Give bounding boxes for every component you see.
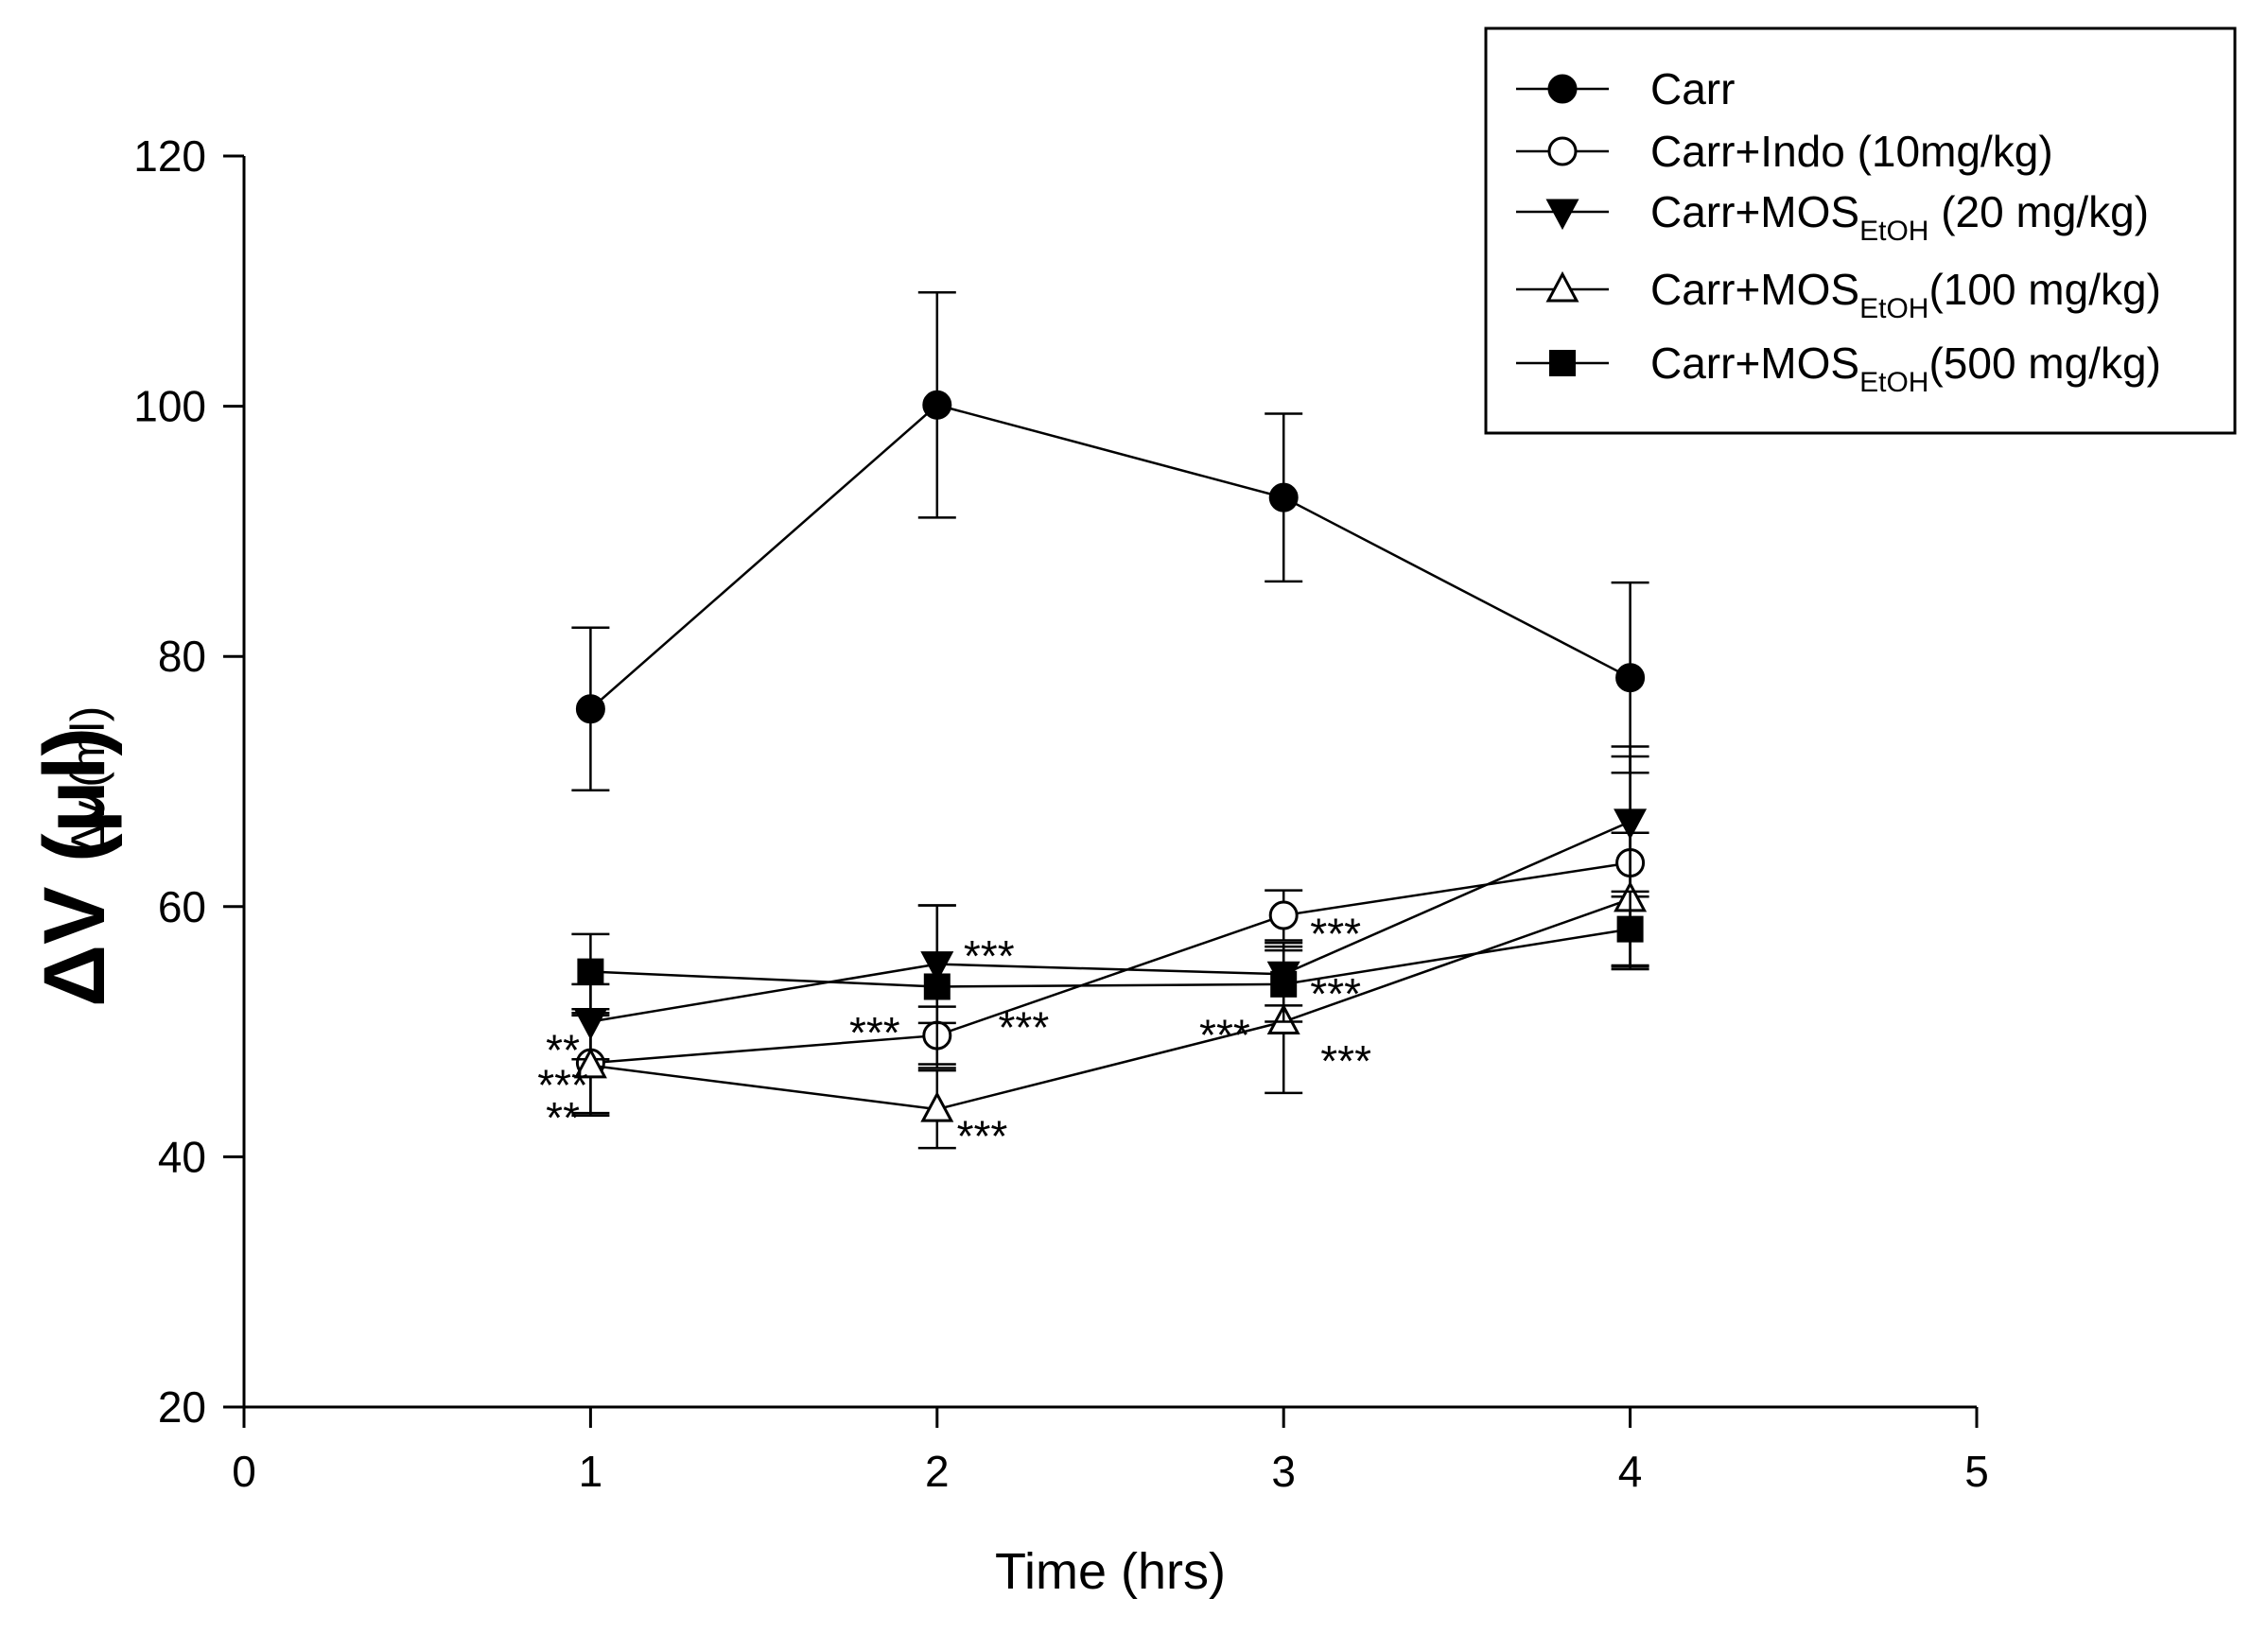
significance-label: *** [964, 931, 1015, 981]
legend-marker [1545, 270, 1579, 303]
series-line [590, 897, 1631, 1111]
legend-label: Carr+MOSEtOH(500 mg/kg) [1650, 339, 2161, 398]
data-point [1270, 970, 1298, 998]
legend-text: Carr+MOS [1650, 265, 1859, 314]
y-axis-label-secondary: Δv (ml) [61, 706, 114, 856]
significance-label: *** [957, 1112, 1008, 1161]
x-tick-label: 1 [579, 1447, 603, 1496]
legend-label: Carr+MOSEtOH(100 mg/kg) [1650, 265, 2161, 324]
legend-subscript: EtOH [1859, 367, 1928, 398]
series-1 [571, 755, 1649, 1115]
legend-marker [1547, 136, 1578, 166]
legend-subscript: EtOH [1859, 216, 1928, 247]
data-point [1616, 915, 1644, 943]
y-tick-label: 60 [158, 882, 206, 931]
significance-label: *** [1199, 1010, 1250, 1059]
data-point [1268, 482, 1299, 512]
data-point [920, 1090, 954, 1122]
data-point [575, 694, 605, 724]
significance-label: *** [537, 1060, 588, 1109]
legend-text: Carr+MOS [1650, 339, 1859, 388]
y-ticks: 20 40 60 80 100 120 [133, 131, 244, 1432]
x-tick-label: 0 [232, 1447, 256, 1496]
series-line [590, 861, 1631, 1065]
significance-label: *** [1320, 1036, 1371, 1086]
series-2 [571, 745, 1649, 1061]
data-point [577, 958, 604, 985]
data-point [923, 973, 951, 1000]
legend-box [1484, 26, 2237, 435]
legend-marker [1549, 350, 1576, 376]
legend-text: Carr [1650, 64, 1735, 113]
series-4 [571, 890, 1649, 1069]
significance-label: *** [1310, 969, 1361, 1018]
data-point [573, 1047, 607, 1079]
legend-text: Carr+MOS [1650, 187, 1859, 236]
legend-label: Carr+Indo (10mg/kg) [1650, 127, 2053, 176]
significance-label: ** [546, 1025, 580, 1074]
legend-text: (500 mg/kg) [1928, 339, 2160, 388]
data-point [1268, 900, 1299, 930]
legend-marker [1545, 199, 1579, 231]
legend-marker [1547, 74, 1578, 104]
series-3 [571, 831, 1649, 1150]
series-0 [571, 290, 1649, 792]
y-tick-label: 20 [158, 1382, 206, 1432]
significance-label: *** [999, 1003, 1050, 1052]
significance-label: ** [546, 1093, 580, 1142]
y-tick-label: 100 [133, 382, 206, 431]
legend-label: Carr [1650, 64, 1735, 113]
x-tick-label: 4 [1618, 1447, 1643, 1496]
significance-label: *** [1310, 909, 1361, 958]
y-tick-label: 80 [158, 632, 206, 681]
series-line [589, 403, 1631, 710]
y-axis-label: ΔV (μl) [26, 727, 123, 1007]
y-tick-label: 120 [133, 131, 206, 181]
x-axis-label: Time (hrs) [995, 1543, 1226, 1600]
legend-text: Carr+Indo (10mg/kg) [1650, 127, 2053, 176]
x-tick-label: 3 [1271, 1447, 1296, 1496]
data-point [922, 390, 952, 420]
x-tick-label: 2 [925, 1447, 950, 1496]
data-point [1615, 663, 1646, 693]
legend-label: Carr+MOSEtOH (20 mg/kg) [1650, 187, 2149, 247]
significance-label: *** [849, 1008, 900, 1057]
x-tick-label: 5 [1964, 1447, 1989, 1496]
legend-text: (20 mg/kg) [1928, 187, 2149, 236]
legend-text: (100 mg/kg) [1928, 265, 2160, 314]
legend-subscript: EtOH [1859, 293, 1928, 324]
data-point [1614, 808, 1648, 841]
x-ticks: 0 1 2 3 4 5 [232, 1407, 1989, 1496]
y-tick-label: 40 [158, 1132, 206, 1181]
series-line [590, 928, 1631, 988]
annotation-layer: ******************************* [537, 909, 1371, 1160]
series-layer [571, 290, 1649, 1150]
series-line [590, 820, 1631, 1023]
